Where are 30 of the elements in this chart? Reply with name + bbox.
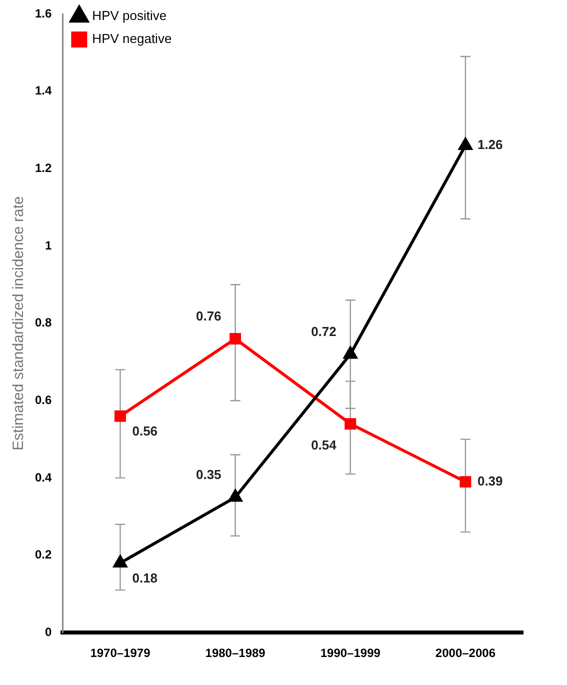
- data-label: 0.35: [196, 466, 222, 482]
- data-label: 0.76: [196, 308, 222, 324]
- data-label: 0.18: [132, 570, 158, 586]
- y-tick-label: 0.2: [34, 548, 52, 562]
- data-label: 0.54: [311, 437, 338, 452]
- x-tick-label: 1970–1979: [90, 646, 151, 660]
- point: [460, 476, 472, 488]
- y-tick-label: 0.4: [34, 470, 52, 484]
- data-label: 0.72: [311, 324, 336, 339]
- y-tick-label: 1: [44, 238, 52, 252]
- y-axis-title: Estimated standardized incidence rate: [10, 196, 28, 450]
- x-tick-label: 1980–1989: [205, 646, 266, 660]
- point: [344, 346, 358, 359]
- y-tick-label: 1.6: [34, 6, 52, 20]
- y-tick-label: 0.6: [34, 392, 52, 407]
- y-tick-label: 0.8: [34, 316, 52, 330]
- x-tick-label: 1990–1999: [320, 646, 381, 660]
- y-tick-label: 1.2: [34, 160, 52, 175]
- data-label: 0.56: [132, 424, 158, 439]
- y-tick-label: 0: [44, 624, 52, 639]
- point: [114, 410, 126, 422]
- data-label: 1.26: [477, 137, 503, 152]
- point: [230, 333, 242, 345]
- legend-label: HPV negative: [92, 31, 172, 46]
- y-tick-label: 1.4: [34, 84, 52, 98]
- point: [344, 418, 356, 430]
- point: [458, 138, 472, 150]
- data-label: 0.39: [477, 473, 503, 488]
- x-tick-label: 2000–2006: [435, 646, 496, 660]
- legend-label: HPV positive: [92, 8, 167, 24]
